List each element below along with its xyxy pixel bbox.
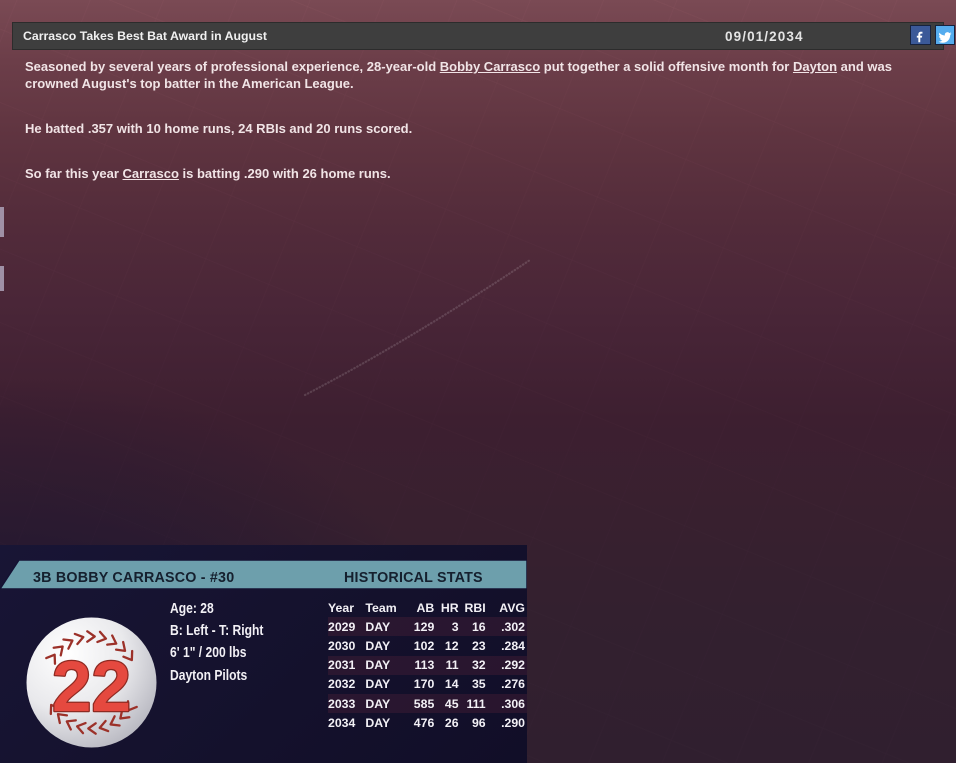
svg-text:22: 22 <box>52 648 131 727</box>
